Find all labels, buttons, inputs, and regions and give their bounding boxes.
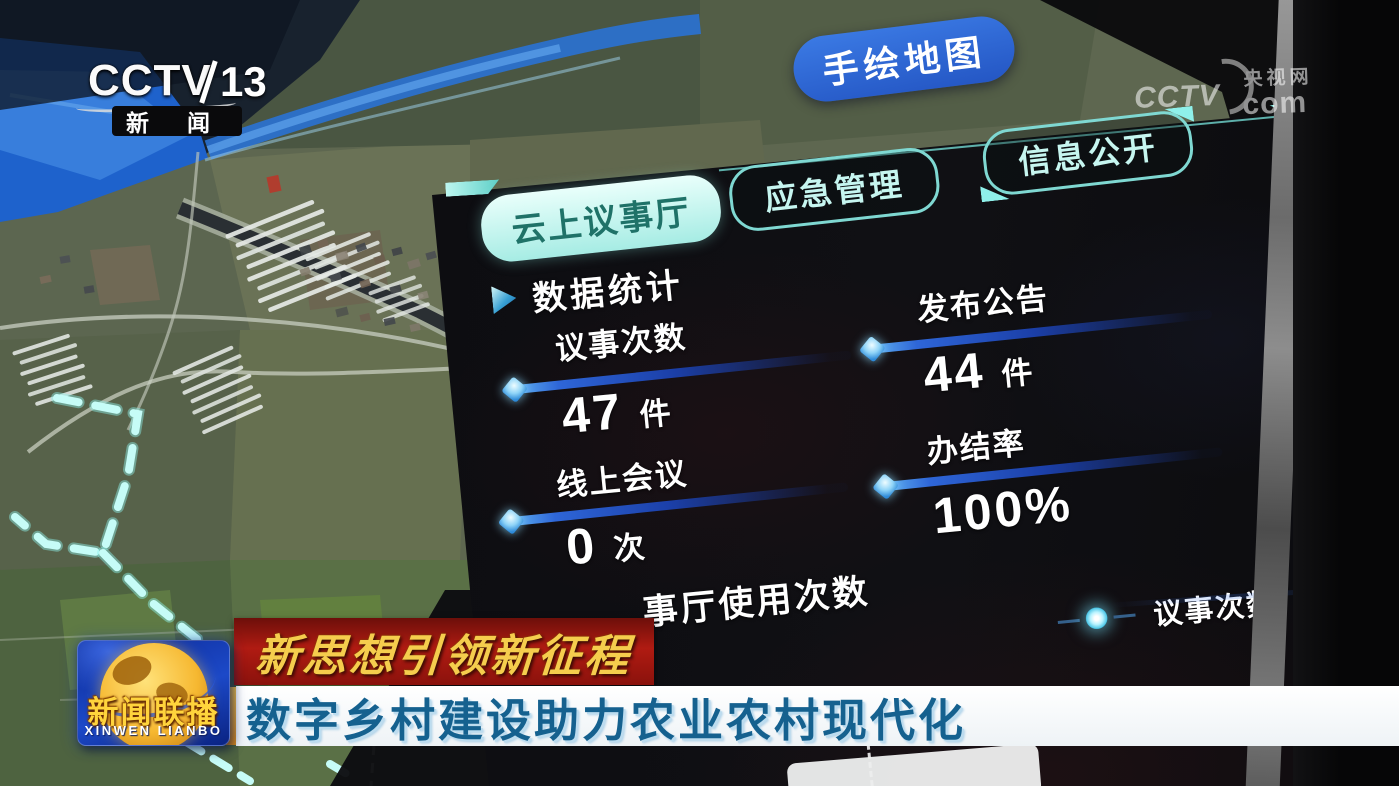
legend-line <box>1057 618 1080 624</box>
watermark-suffix: com <box>1241 85 1308 122</box>
chart-title-partial: 事厅使用次数 <box>641 571 872 633</box>
legend-line <box>1113 613 1136 619</box>
cctv-com-watermark: CCTV 央视网 com <box>1131 47 1363 132</box>
program-name-cn: 新闻联播 <box>87 695 220 730</box>
legend-dot-icon <box>1084 606 1109 631</box>
stat-value-online-meetings: 0 次 <box>563 516 647 576</box>
slogan-text: 新思想引领新征程 <box>253 630 634 682</box>
stat-label-online-meetings: 线上会议 <box>554 455 690 504</box>
tooltip-box <box>786 743 1042 786</box>
channel-number: 13 <box>220 58 267 105</box>
headline-accent-strip <box>226 687 236 745</box>
stat-label-announcements: 发布公告 <box>915 280 1051 328</box>
program-name-en: XINWEN LIANBO <box>84 723 223 738</box>
stat-label-completion-rate: 办结率 <box>925 425 1028 470</box>
channel-logo: CCTV 13 新闻 <box>70 50 300 145</box>
headline-banner: 数字乡村建设助力农业农村现代化 <box>236 686 1399 746</box>
globe-icon <box>81 641 221 745</box>
section-title: 数据统计 <box>530 266 686 319</box>
stat-value-discussions: 47 件 <box>559 382 673 445</box>
headline-text: 数字乡村建设助力农业农村现代化 <box>246 694 967 746</box>
wall-background <box>1293 0 1399 786</box>
slogan-banner: 新思想引领新征程 <box>234 618 654 685</box>
stat-label-discussions: 议事次数 <box>553 319 689 367</box>
tab-cloud-council[interactable]: 云上议事厅 <box>478 172 724 265</box>
program-logo: 新闻联播 XINWEN LIANBO <box>77 640 230 746</box>
arrow-bullet-icon <box>491 284 518 314</box>
channel-subtitle: 新闻 <box>112 106 242 136</box>
channel-name: CCTV <box>88 56 212 105</box>
chart-legend-item[interactable]: 议事次数 <box>1056 580 1279 643</box>
stat-value-announcements: 44 件 <box>920 341 1035 404</box>
